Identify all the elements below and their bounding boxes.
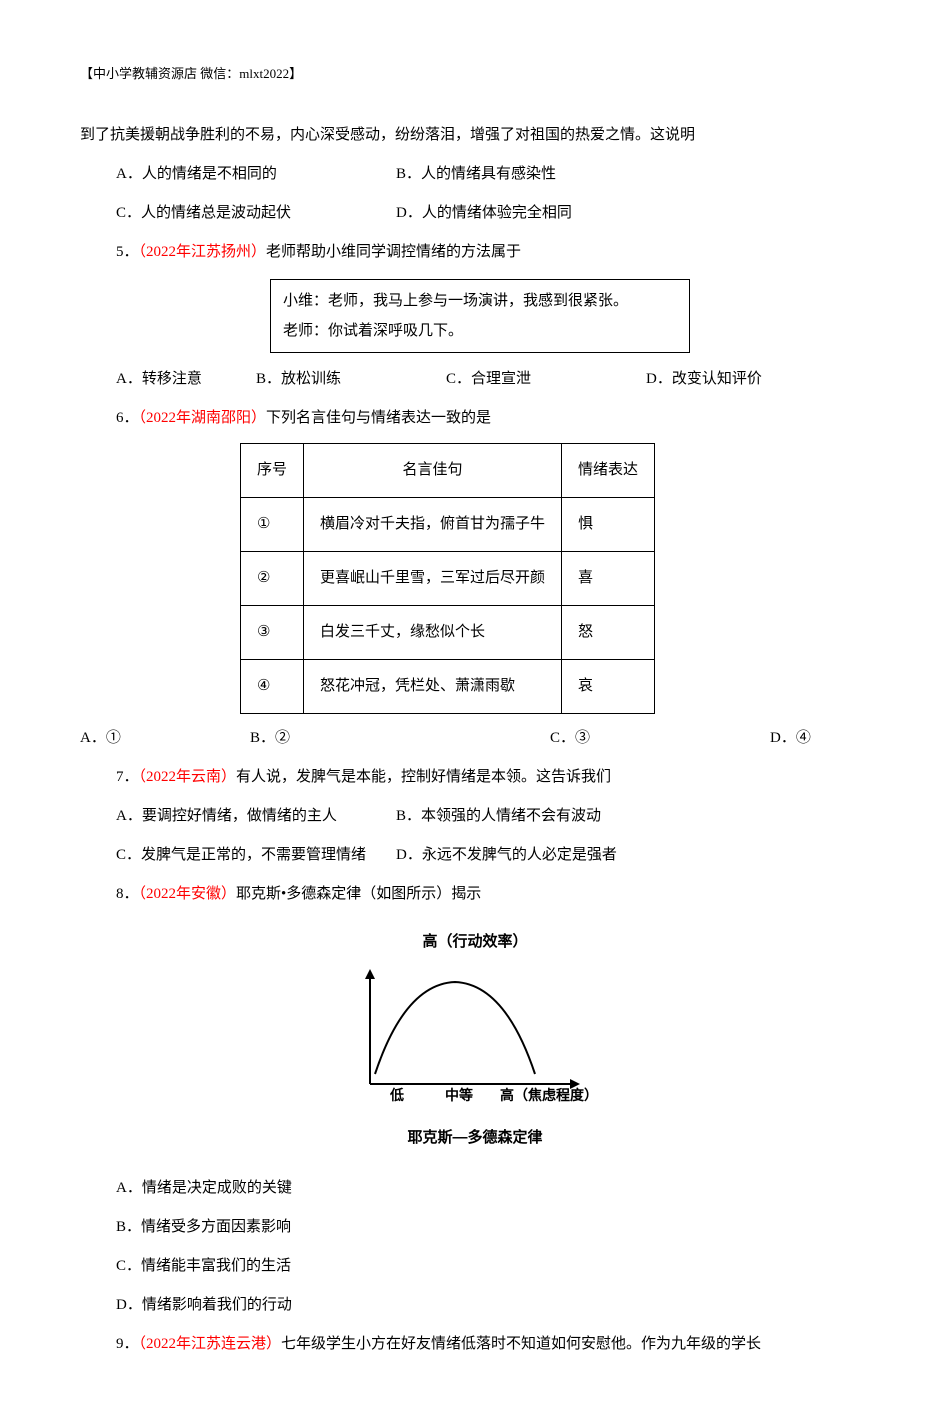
- yerkes-dodson-chart: 低 中等 高（焦虑程度）: [345, 964, 605, 1104]
- q7-number: 7．: [116, 769, 139, 785]
- q7-option-d: D．永远不发脾气的人必定是强者: [396, 839, 617, 872]
- q6-text: 下列名言佳句与情绪表达一致的是: [266, 410, 491, 426]
- q7-source: （2022年云南）: [139, 769, 237, 785]
- q5-option-b: B．放松训练: [256, 363, 446, 396]
- q9-stem: 9．（2022年江苏连云港）七年级学生小方在好友情绪低落时不知道如何安慰他。作为…: [80, 1328, 870, 1361]
- th-index: 序号: [241, 443, 304, 497]
- cell-index: ①: [241, 497, 304, 551]
- q6-option-a: A．①: [80, 722, 250, 755]
- q7-option-a: A．要调控好情绪，做情绪的主人: [116, 800, 396, 833]
- q6-table: 序号 名言佳句 情绪表达 ① 横眉冷对千夫指，俯首甘为孺子牛 惧 ② 更喜岷山千…: [240, 443, 655, 714]
- q4-option-b: B．人的情绪具有感染性: [396, 158, 556, 191]
- chart-y-label: 高（行动效率）: [80, 925, 870, 958]
- q8-option-b: B．情绪受多方面因素影响: [116, 1211, 870, 1244]
- q5-dialog-line2: 老师：你试着深呼吸几下。: [283, 316, 677, 346]
- cell-index: ③: [241, 605, 304, 659]
- cell-quote: 白发三千丈，缘愁似个长: [304, 605, 562, 659]
- y-axis-arrow: [365, 969, 375, 979]
- q6-option-c: C．③: [550, 722, 770, 755]
- q4-option-c: C．人的情绪总是波动起伏: [116, 197, 396, 230]
- q5-option-a: A．转移注意: [116, 363, 256, 396]
- chart-caption: 耶克斯—多德森定律: [80, 1121, 870, 1154]
- q8-chart: 高（行动效率） 低 中等 高（焦虑程度） 耶克斯—多德森定律: [80, 925, 870, 1154]
- table-row: ① 横眉冷对千夫指，俯首甘为孺子牛 惧: [241, 497, 655, 551]
- table-row: ④ 怒花冲冠，凭栏处、萧潇雨歇 哀: [241, 659, 655, 713]
- q5-text: 老师帮助小维同学调控情绪的方法属于: [266, 244, 521, 260]
- cell-quote: 横眉冷对千夫指，俯首甘为孺子牛: [304, 497, 562, 551]
- table-header-row: 序号 名言佳句 情绪表达: [241, 443, 655, 497]
- q6-number: 6．: [116, 410, 139, 426]
- q8-option-c: C．情绪能丰富我们的生活: [116, 1250, 870, 1283]
- q8-stem: 8．（2022年安徽）耶克斯•多德森定律（如图所示）揭示: [80, 878, 870, 911]
- q6-stem: 6．（2022年湖南邵阳）下列名言佳句与情绪表达一致的是: [80, 402, 870, 435]
- q8-number: 8．: [116, 886, 139, 902]
- cell-index: ④: [241, 659, 304, 713]
- q6-source: （2022年湖南邵阳）: [139, 410, 267, 426]
- q4-option-a: A．人的情绪是不相同的: [116, 158, 396, 191]
- q6-option-b: B．②: [250, 722, 550, 755]
- q4-option-d: D．人的情绪体验完全相同: [396, 197, 572, 230]
- x-tick-low: 低: [389, 1087, 404, 1103]
- q5-stem: 5．（2022年江苏扬州）老师帮助小维同学调控情绪的方法属于: [80, 236, 870, 269]
- q7-options-row2: C．发脾气是正常的，不需要管理情绪 D．永远不发脾气的人必定是强者: [80, 839, 870, 872]
- q5-dialog-box: 小维：老师，我马上参与一场演讲，我感到很紧张。 老师：你试着深呼吸几下。: [270, 279, 690, 353]
- cell-emotion: 哀: [562, 659, 655, 713]
- table-row: ② 更喜岷山千里雪，三军过后尽开颜 喜: [241, 551, 655, 605]
- cell-emotion: 惧: [562, 497, 655, 551]
- th-quote: 名言佳句: [304, 443, 562, 497]
- q4-options-row2: C．人的情绪总是波动起伏 D．人的情绪体验完全相同: [80, 197, 870, 230]
- q8-option-d: D．情绪影响着我们的行动: [116, 1289, 870, 1322]
- q7-text: 有人说，发脾气是本能，控制好情绪是本领。这告诉我们: [236, 769, 611, 785]
- q5-number: 5．: [116, 244, 139, 260]
- cell-quote: 怒花冲冠，凭栏处、萧潇雨歇: [304, 659, 562, 713]
- q5-dialog-line1: 小维：老师，我马上参与一场演讲，我感到很紧张。: [283, 286, 677, 316]
- q7-stem: 7．（2022年云南）有人说，发脾气是本能，控制好情绪是本领。这告诉我们: [80, 761, 870, 794]
- q4-options-row1: A．人的情绪是不相同的 B．人的情绪具有感染性: [80, 158, 870, 191]
- q7-option-c: C．发脾气是正常的，不需要管理情绪: [116, 839, 396, 872]
- x-tick-mid: 中等: [445, 1087, 473, 1103]
- q6-options: A．① B．② C．③ D．④: [80, 722, 870, 755]
- curve: [375, 982, 535, 1074]
- th-emotion: 情绪表达: [562, 443, 655, 497]
- q5-option-d: D．改变认知评价: [646, 363, 762, 396]
- cell-emotion: 怒: [562, 605, 655, 659]
- page-header: 【中小学教辅资源店 微信：mlxt2022】: [80, 60, 870, 89]
- q5-options: A．转移注意 B．放松训练 C．合理宣泄 D．改变认知评价: [80, 363, 870, 396]
- continuation-paragraph: 到了抗美援朝战争胜利的不易，内心深受感动，纷纷落泪，增强了对祖国的热爱之情。这说…: [80, 119, 870, 152]
- table-row: ③ 白发三千丈，缘愁似个长 怒: [241, 605, 655, 659]
- cell-index: ②: [241, 551, 304, 605]
- q7-options-row1: A．要调控好情绪，做情绪的主人 B．本领强的人情绪不会有波动: [80, 800, 870, 833]
- q8-source: （2022年安徽）: [139, 886, 237, 902]
- q8-text: 耶克斯•多德森定律（如图所示）揭示: [236, 886, 481, 902]
- x-tick-high: 高（焦虑程度）: [500, 1087, 598, 1103]
- q7-option-b: B．本领强的人情绪不会有波动: [396, 800, 601, 833]
- q6-option-d: D．④: [770, 722, 811, 755]
- q5-source: （2022年江苏扬州）: [139, 244, 267, 260]
- q8-options: A．情绪是决定成败的关键 B．情绪受多方面因素影响 C．情绪能丰富我们的生活 D…: [80, 1172, 870, 1322]
- cell-emotion: 喜: [562, 551, 655, 605]
- q5-option-c: C．合理宣泄: [446, 363, 646, 396]
- q8-option-a: A．情绪是决定成败的关键: [116, 1172, 870, 1205]
- cell-quote: 更喜岷山千里雪，三军过后尽开颜: [304, 551, 562, 605]
